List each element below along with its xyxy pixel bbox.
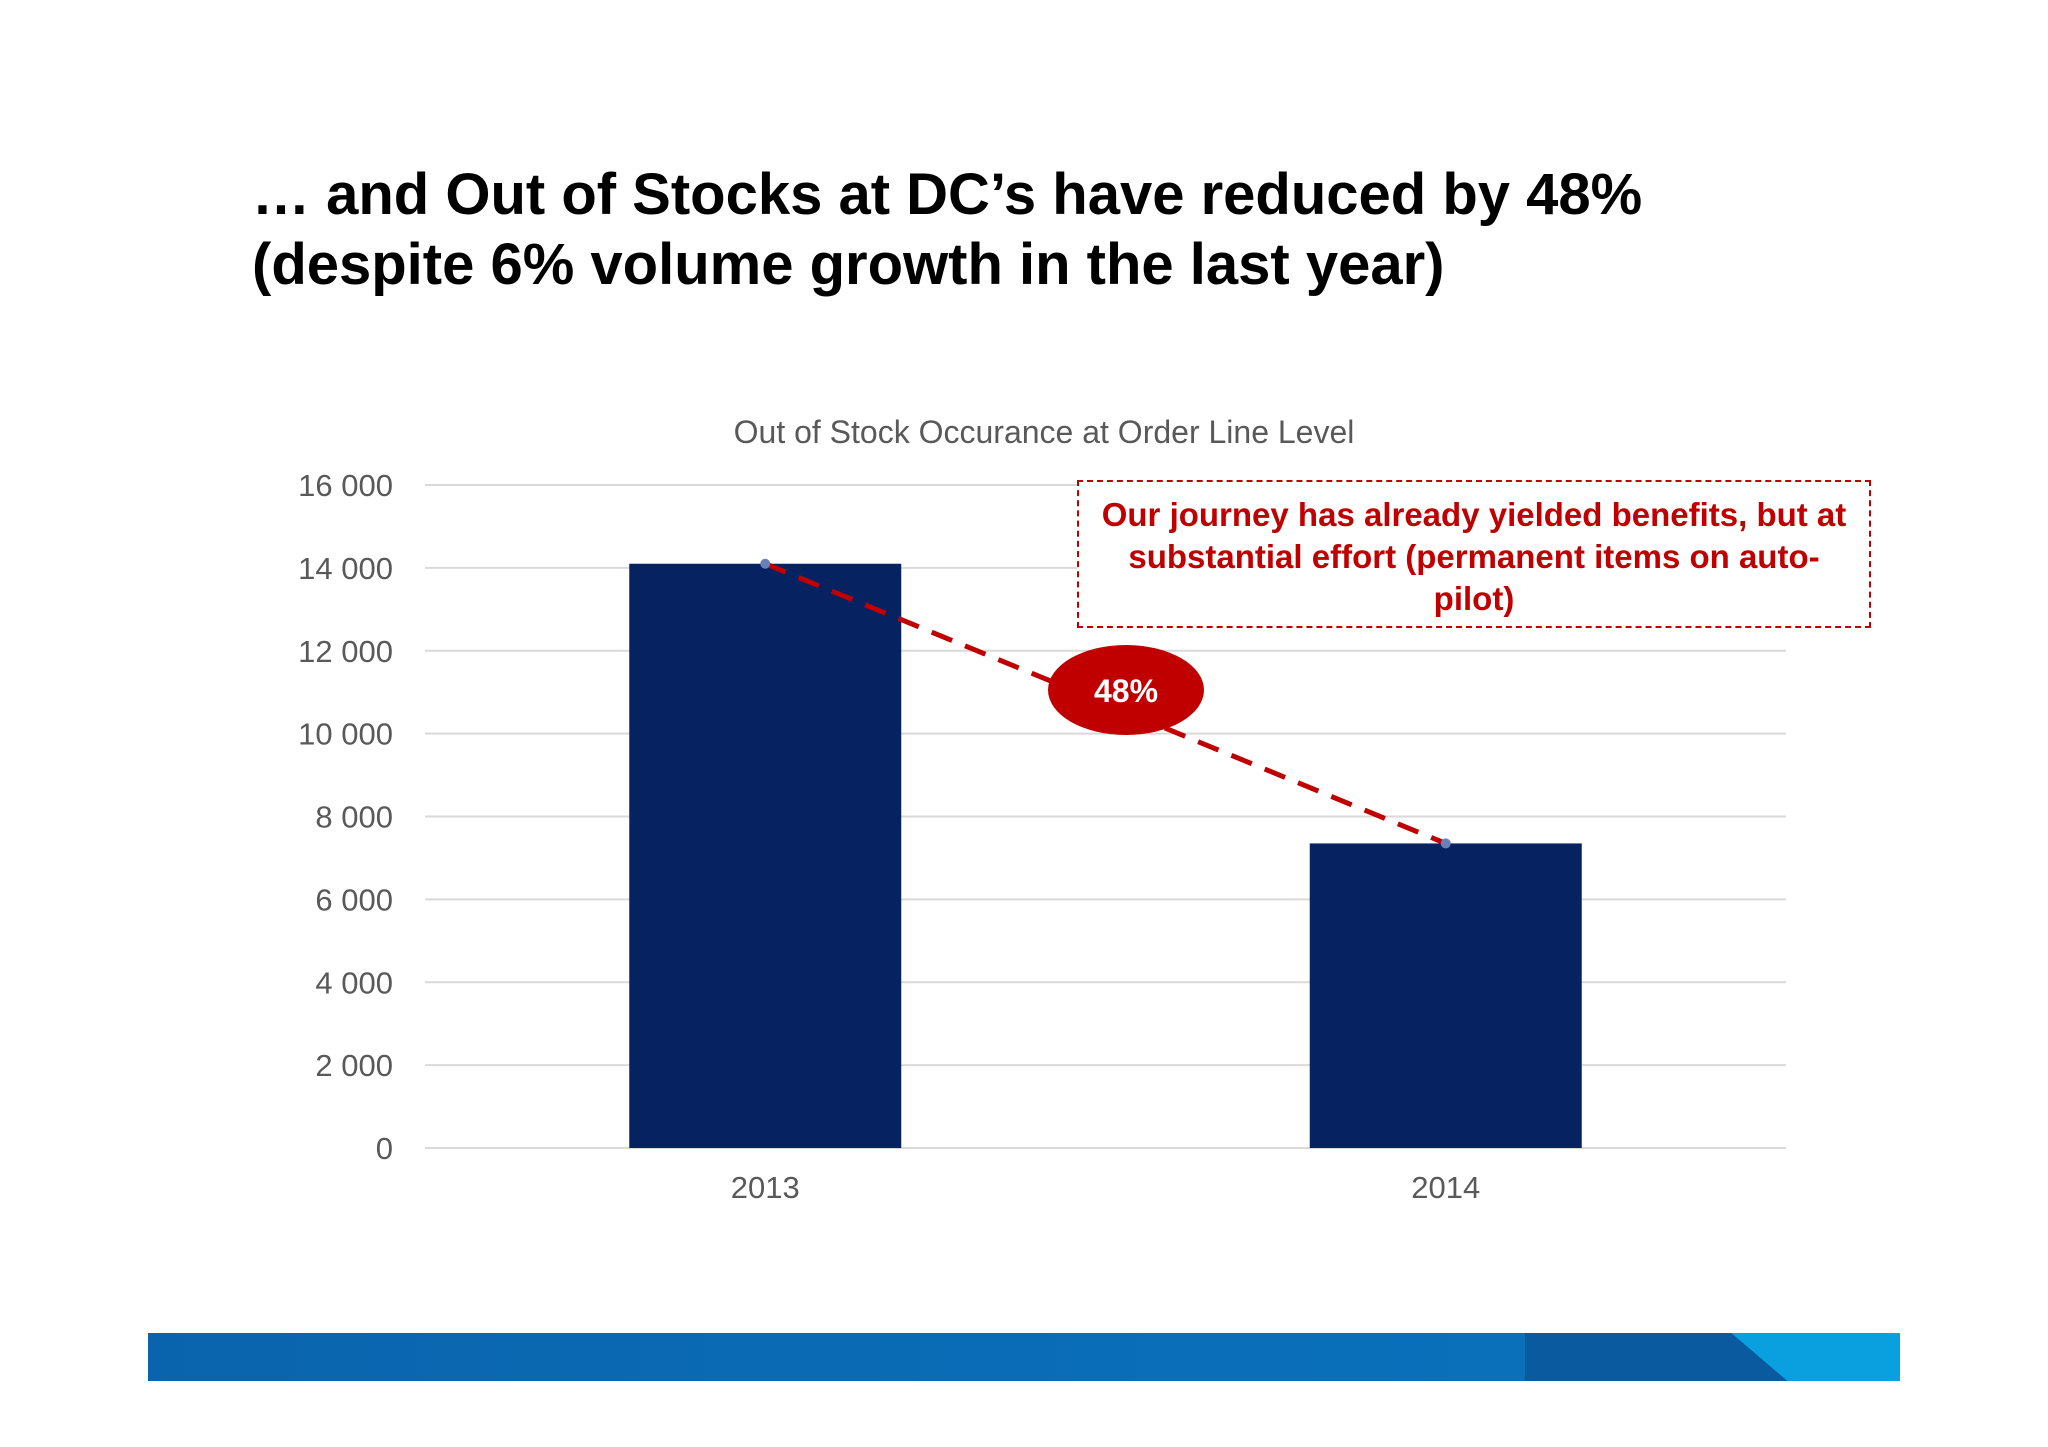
y-tick-label: 8 000 [315,800,393,835]
trend-point [760,558,771,569]
footer-bar [148,1333,1900,1381]
y-tick-label: 12 000 [298,634,393,669]
slide-title-line-2: (despite 6% volume growth in the last ye… [252,232,1445,297]
y-tick-label: 0 [376,1131,393,1166]
change-badge [1048,645,1204,735]
y-tick-label: 14 000 [298,551,393,586]
bars [629,563,1582,1148]
slide-title: … and Out of Stocks at DC’s have reduced… [252,160,1642,300]
bar-2013 [629,563,902,1148]
callout-box: Our journey has already yielded benefits… [1077,480,1871,628]
y-tick-label: 2 000 [315,1048,393,1083]
y-tick-label: 10 000 [298,717,393,752]
x-tick-label: 2014 [1411,1170,1480,1205]
trend-annotation: 48% [760,558,1451,849]
change-badge-label: 48% [1094,673,1158,709]
x-tick-label: 2013 [731,1170,800,1205]
y-tick-label: 4 000 [315,965,393,1000]
y-tick-label: 6 000 [315,882,393,917]
x-axis-tick-labels: 2013 2014 [731,1170,1480,1205]
y-tick-label: 16 000 [298,468,393,503]
bar-2014 [1309,843,1582,1148]
slide-title-line-1: … and Out of Stocks at DC’s have reduced… [252,162,1643,227]
trend-point [1440,838,1451,849]
chart-title: Out of Stock Occurance at Order Line Lev… [734,414,1355,450]
y-axis-tick-labels: 0 2 000 4 000 6 000 8 000 10 000 12 000 14 000 1… [298,468,393,1166]
